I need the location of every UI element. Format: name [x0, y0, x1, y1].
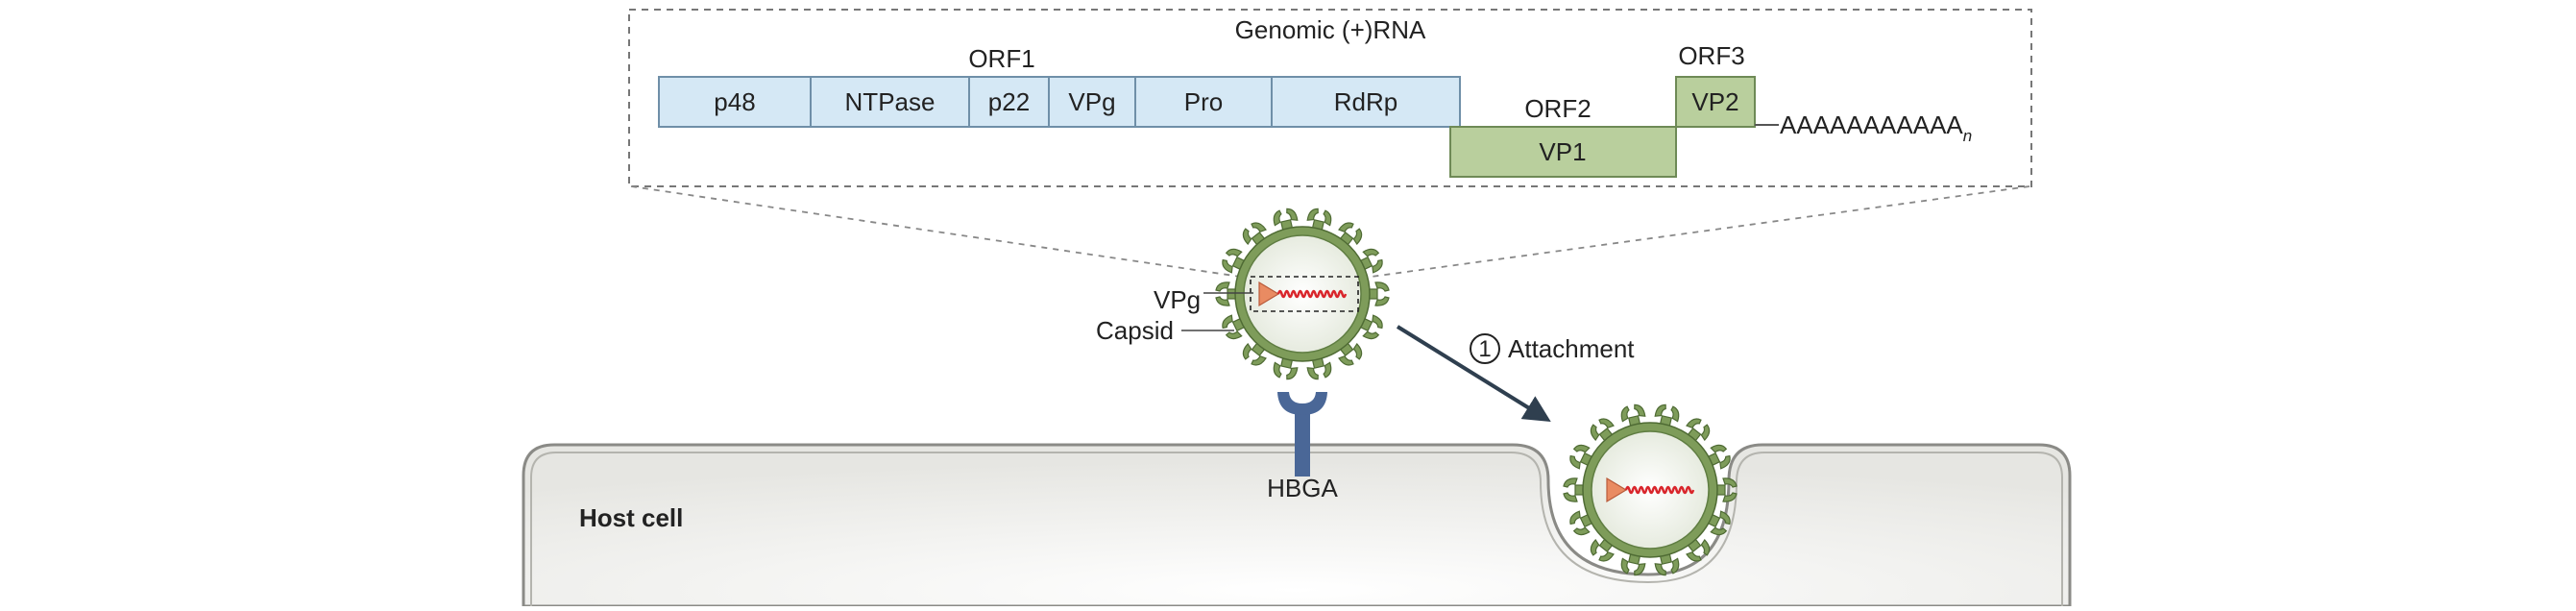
orf1-gene-label-pro: Pro [1184, 87, 1223, 116]
vpg-protein [1258, 281, 1280, 307]
vp1-label: VP1 [1539, 137, 1586, 166]
virion-free [1215, 208, 1390, 380]
genome-title: Genomic (+)RNA [1235, 15, 1426, 44]
orf1-gene-label-rdrp: RdRp [1334, 87, 1397, 116]
orf1-gene-box-vpg [1048, 76, 1136, 128]
orf3-label: ORF3 [1678, 41, 1744, 70]
host-cell-label: Host cell [579, 503, 683, 532]
step-number-circle [1470, 333, 1500, 364]
zoom-line-left [630, 185, 1254, 280]
vp2-box [1675, 76, 1756, 128]
step-label: Attachment [1508, 334, 1635, 363]
orf1-gene-label-ntpase: NTPase [845, 87, 936, 116]
host-cell-membrane [522, 443, 2072, 608]
virion-bound [1563, 403, 1738, 576]
poly-a-text: AAAAAAAAAAA [1780, 110, 1963, 139]
viral-rna [1276, 289, 1348, 299]
orf1-gene-box-ntpase [810, 76, 970, 128]
genome-zoom-box [628, 9, 2032, 187]
zoom-line-right [1356, 185, 2030, 280]
orf1-gene-label-p22: p22 [988, 87, 1030, 116]
capsid-label: Capsid [1096, 316, 1174, 345]
orf1-gene-box-pro [1134, 76, 1273, 128]
vpg-label: VPg [1154, 285, 1201, 314]
step-number: 1 [1478, 336, 1491, 362]
hbga-label: HBGA [1267, 474, 1338, 502]
orf1-polyprotein: p48 NTPase p22 VPg Pro RdRp [658, 76, 1461, 128]
vp2-label: VP2 [1691, 87, 1738, 116]
orf2-label: ORF2 [1524, 94, 1591, 123]
poly-a-tail: AAAAAAAAAAAn [1780, 110, 1972, 145]
orf1-gene-label-p48: p48 [714, 87, 755, 116]
attachment-arrow [1396, 325, 1551, 422]
viral-rna [1624, 485, 1695, 495]
virion-free-genome-inset [1250, 276, 1359, 312]
orf1-gene-box-rdrp [1271, 76, 1461, 128]
orf1-gene-label-vpg: VPg [1068, 87, 1115, 116]
orf1-label: ORF1 [968, 44, 1034, 73]
orf1-gene-box-p22 [968, 76, 1050, 128]
vp1-box [1449, 126, 1677, 178]
hbga-receptor [1277, 392, 1327, 477]
poly-a-subscript: n [1963, 127, 1972, 145]
vpg-protein [1606, 477, 1628, 503]
